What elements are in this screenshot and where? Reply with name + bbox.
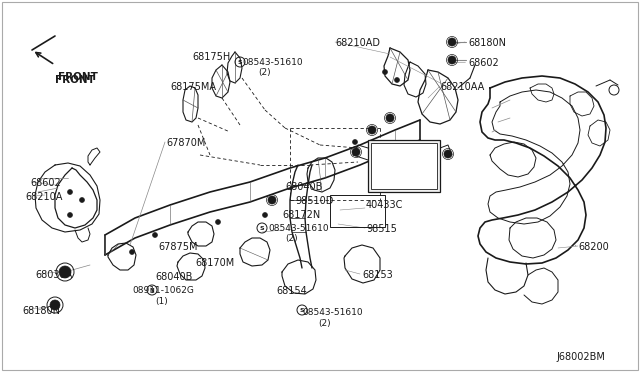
Circle shape: [67, 212, 72, 218]
Circle shape: [353, 140, 358, 144]
Text: 68172N: 68172N: [282, 210, 320, 220]
Text: 68040B: 68040B: [155, 272, 193, 282]
Text: N: N: [150, 288, 154, 292]
Circle shape: [448, 56, 456, 64]
FancyBboxPatch shape: [371, 143, 437, 189]
Text: 67875M: 67875M: [158, 242, 198, 252]
Text: 68210AA: 68210AA: [440, 82, 484, 92]
Circle shape: [216, 219, 221, 224]
Text: 08543-51610: 08543-51610: [268, 224, 328, 233]
Text: (2): (2): [318, 319, 331, 328]
Text: 40433C: 40433C: [366, 200, 403, 210]
Circle shape: [394, 77, 399, 83]
Text: FRONT: FRONT: [55, 75, 95, 85]
Circle shape: [448, 38, 456, 46]
Text: 68602: 68602: [30, 178, 61, 188]
Text: 98515: 98515: [366, 224, 397, 234]
Text: (1): (1): [155, 297, 168, 306]
Circle shape: [129, 250, 134, 254]
Text: 68210AD: 68210AD: [335, 38, 380, 48]
Text: 68210A: 68210A: [25, 192, 62, 202]
Circle shape: [262, 212, 268, 218]
Circle shape: [383, 70, 387, 74]
Text: 68602: 68602: [468, 58, 499, 68]
Text: 68180N: 68180N: [22, 306, 60, 316]
Text: 08543-51610: 08543-51610: [242, 58, 303, 67]
Text: FRONT: FRONT: [58, 72, 98, 82]
Circle shape: [152, 232, 157, 237]
Text: S: S: [237, 60, 243, 64]
Circle shape: [444, 150, 452, 158]
Text: 68175H: 68175H: [192, 52, 230, 62]
Text: 98510D: 98510D: [295, 196, 333, 206]
Circle shape: [268, 196, 276, 204]
Text: 68153: 68153: [362, 270, 393, 280]
Circle shape: [50, 300, 60, 310]
Circle shape: [368, 126, 376, 134]
Text: S: S: [300, 308, 304, 312]
Circle shape: [59, 266, 71, 278]
Text: 68180N: 68180N: [468, 38, 506, 48]
Text: 68154: 68154: [276, 286, 307, 296]
Text: (2): (2): [285, 234, 298, 243]
Text: 68030A: 68030A: [35, 270, 72, 280]
Text: 08543-51610: 08543-51610: [302, 308, 363, 317]
FancyBboxPatch shape: [368, 140, 440, 192]
Text: (2): (2): [258, 68, 271, 77]
Text: 68200: 68200: [578, 242, 609, 252]
Text: S: S: [260, 225, 264, 231]
Circle shape: [79, 198, 84, 202]
Text: 68170M: 68170M: [195, 258, 234, 268]
Text: J68002BM: J68002BM: [556, 352, 605, 362]
Text: 68040B: 68040B: [285, 182, 323, 192]
Text: 08911-1062G: 08911-1062G: [132, 286, 194, 295]
Circle shape: [386, 114, 394, 122]
Text: 67870M: 67870M: [166, 138, 205, 148]
Text: 68175MA: 68175MA: [170, 82, 216, 92]
Circle shape: [67, 189, 72, 195]
Circle shape: [352, 148, 360, 156]
